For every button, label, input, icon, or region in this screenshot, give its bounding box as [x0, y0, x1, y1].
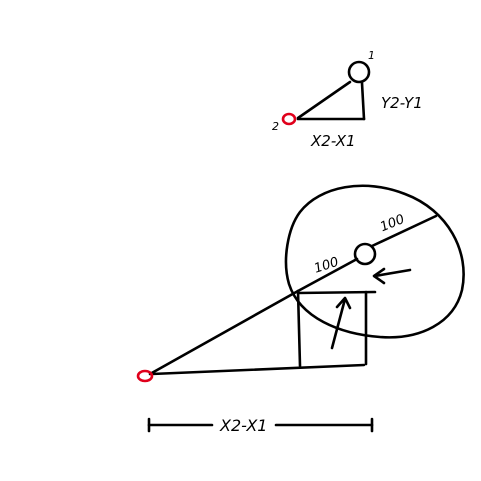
center-circle: [353, 242, 377, 266]
small-vertical-leg: [360, 81, 366, 121]
up-arrow: [330, 296, 352, 350]
long-hypotenuse: [148, 289, 300, 376]
inner-vertical-left: [296, 289, 302, 368]
small-dy-label: Y2-Y1: [381, 94, 423, 112]
small-triangle-group: 1 2 X2-X1 Y2-Y1: [272, 49, 423, 150]
outer-circle: [284, 184, 465, 339]
inner-radius-label: 100: [312, 255, 340, 277]
point-2-circle: [281, 112, 297, 126]
large-diagram-group: 100 100 X2-X1: [136, 184, 465, 435]
large-dx-label: X2-X1: [219, 416, 267, 435]
small-hypotenuse: [296, 80, 352, 120]
dx-dimension-line: [147, 417, 374, 433]
point-1-label: 1: [368, 49, 375, 62]
outer-radius-line: [370, 214, 438, 248]
baseline: [150, 363, 366, 376]
point-2-label: 2: [272, 120, 279, 133]
inner-radius-line: [296, 257, 359, 293]
small-dx-label: X2-X1: [310, 132, 356, 150]
inner-top-line: [296, 290, 377, 295]
left-arrow: [372, 267, 412, 285]
start-point-circle: [136, 369, 154, 383]
point-1-circle: [347, 60, 371, 84]
